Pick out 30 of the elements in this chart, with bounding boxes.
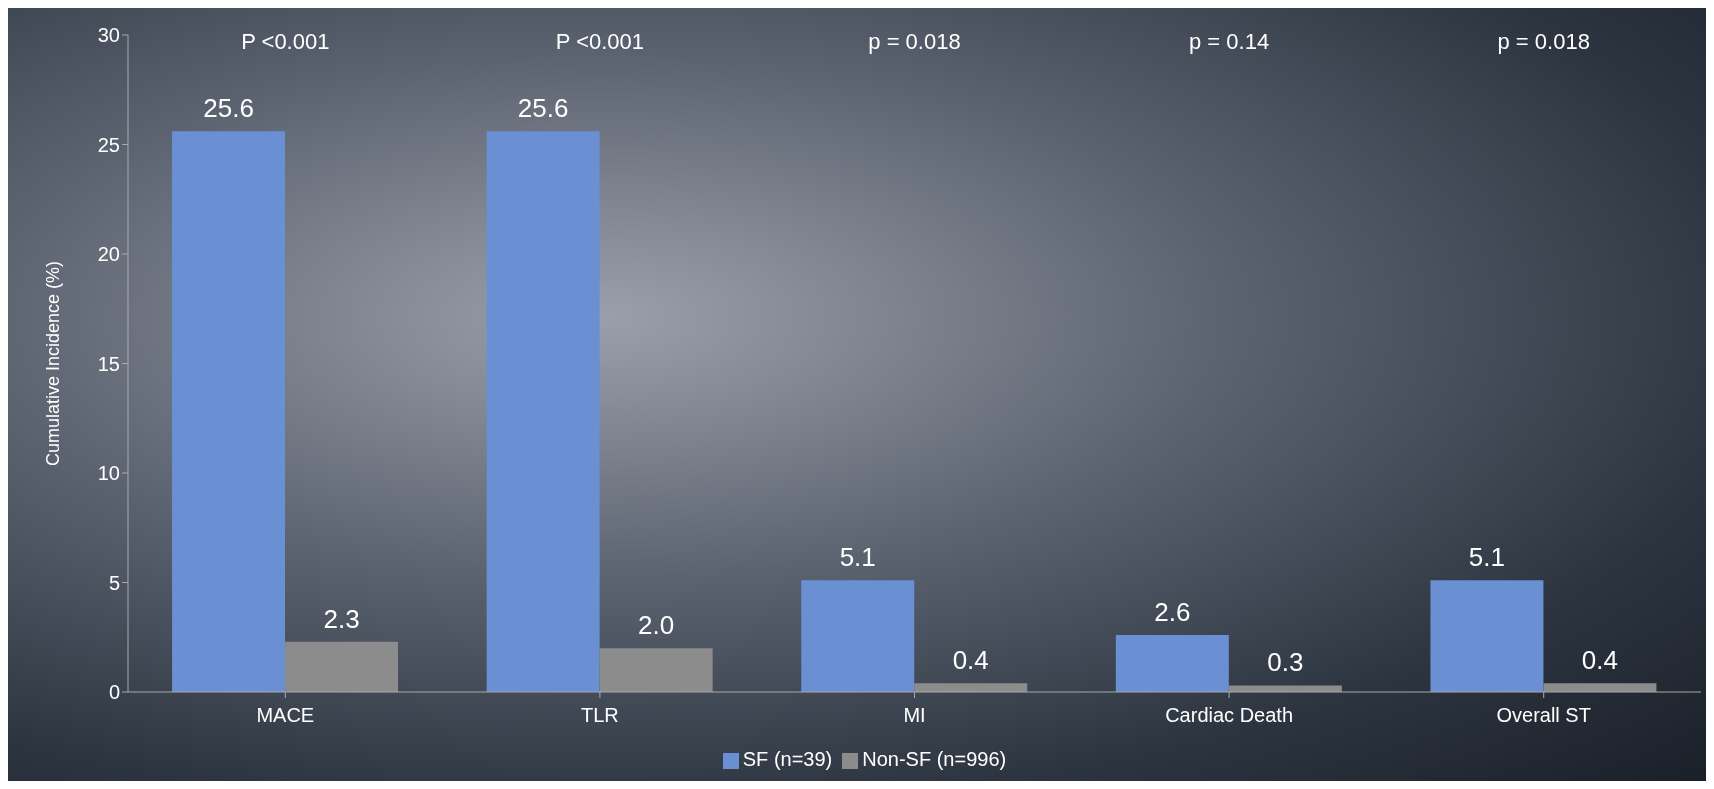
data-label: 2.3 [323,603,360,634]
annotation: P <0.001 [555,29,645,54]
data-label: 25.6 [203,93,254,124]
x-tick-label: Cardiac Death [1165,704,1294,727]
data-label: 5.1 [1468,542,1506,573]
annotation: p = 0.018 [868,29,961,54]
annotation: p = 0.14 [1189,29,1270,54]
data-label: 0.3 [1267,647,1304,678]
data-label: 0.4 [1581,645,1619,676]
y-tick-label: 0 [108,681,120,704]
data-label: 25.6 [517,93,569,124]
annotation: p = 0.018 [1497,29,1590,54]
annotation: P <0.001 [241,29,330,54]
y-tick-label: 15 [97,352,120,375]
y-tick-label: 20 [97,243,120,266]
x-tick-label: MACE [256,704,315,727]
data-label: 0.4 [952,645,989,676]
x-tick-label: MI [903,704,926,727]
legend-label: Non-SF (n=996) [862,748,1007,770]
x-tick-label: Overall ST [1496,704,1591,727]
y-axis-title: Cumulative Incidence (%) [43,260,64,467]
data-label: 5.1 [839,542,876,573]
legend-label: SF (n=39) [742,748,833,770]
data-label: 2.0 [638,610,675,641]
y-tick-label: 25 [97,133,120,156]
x-tick-label: TLR [581,704,619,727]
y-tick-label: 5 [108,571,120,594]
y-tick-label: 10 [97,462,120,485]
data-label: 2.6 [1154,597,1191,628]
y-tick-label: 30 [97,24,120,47]
